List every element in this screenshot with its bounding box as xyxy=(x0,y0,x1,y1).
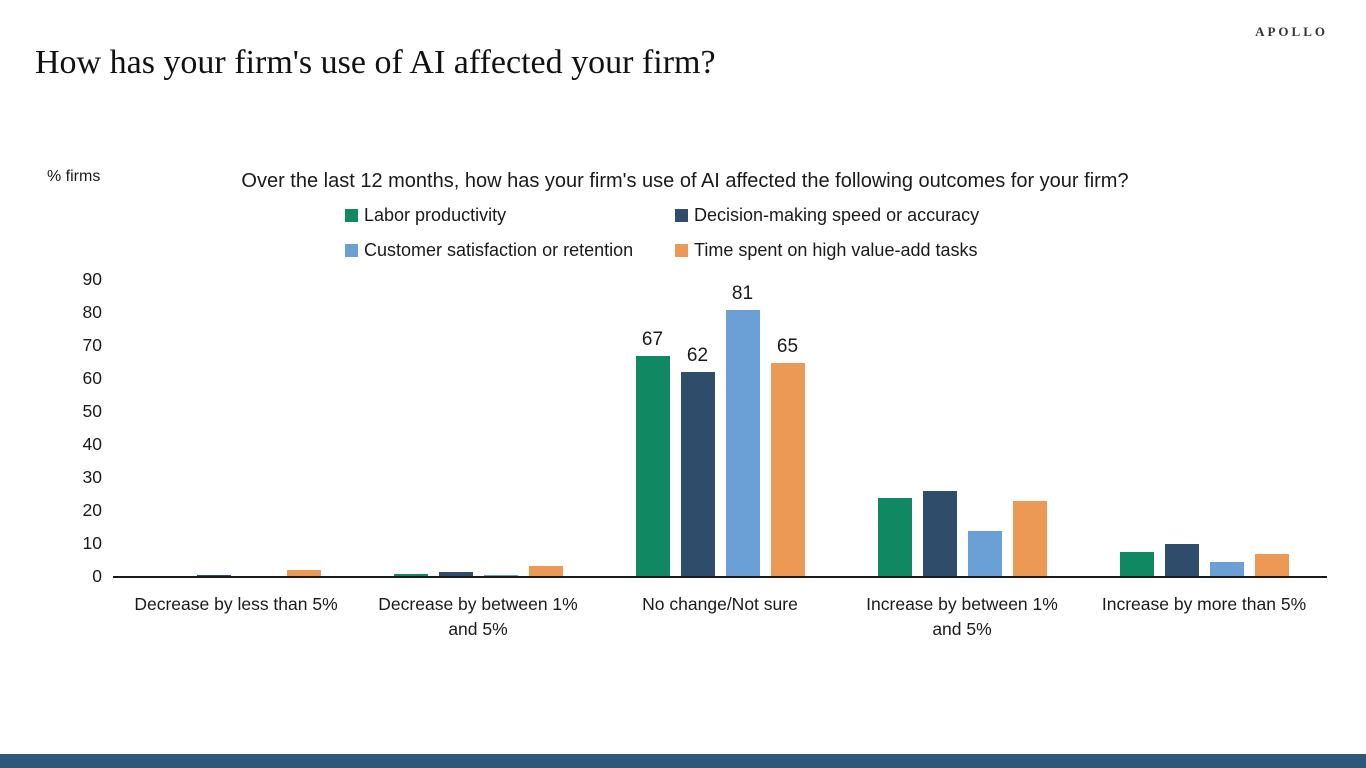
legend-item: Decision-making speed or accuracy xyxy=(675,205,979,226)
y-axis-tick-label: 50 xyxy=(82,401,102,421)
bar xyxy=(196,574,231,577)
x-axis-category-label: Decrease by between 1% and 5% xyxy=(378,594,578,639)
chart-legend: Labor productivity Decision-making speed … xyxy=(345,205,979,261)
y-axis-tick-label: 60 xyxy=(82,368,102,388)
legend-item: Time spent on high value-add tasks xyxy=(675,240,979,261)
page-title: How has your firm's use of AI affected y… xyxy=(35,44,716,81)
legend-item: Customer satisfaction or retention xyxy=(345,240,675,261)
legend-label: Labor productivity xyxy=(364,205,507,225)
legend-swatch-icon xyxy=(675,209,688,222)
x-axis-category-label: Increase by more than 5% xyxy=(1101,594,1307,614)
bar-value-label: 65 xyxy=(776,335,799,357)
bar xyxy=(1254,553,1289,577)
bar: 81 xyxy=(725,283,760,577)
bar xyxy=(483,574,518,577)
legend-swatch-icon xyxy=(345,244,358,257)
bar xyxy=(438,572,473,577)
bar xyxy=(967,530,1002,577)
legend-item: Labor productivity xyxy=(345,205,675,226)
legend-swatch-icon xyxy=(345,209,358,222)
bar: 67 xyxy=(635,329,670,577)
bar xyxy=(1209,562,1244,577)
legend-swatch-icon xyxy=(675,244,688,257)
bar xyxy=(528,566,563,577)
bar xyxy=(1012,501,1047,577)
bar-value-label: 62 xyxy=(686,345,709,367)
bar xyxy=(393,574,428,577)
bar xyxy=(877,497,912,577)
x-axis-line xyxy=(113,576,1327,578)
y-axis-tick-label: 40 xyxy=(82,434,102,454)
legend-label: Decision-making speed or accuracy xyxy=(694,205,980,225)
apollo-logo: APOLLO xyxy=(1255,24,1328,39)
y-axis-tick-label: 80 xyxy=(82,302,102,322)
bar xyxy=(286,570,321,577)
y-axis-tick-label: 90 xyxy=(82,269,102,289)
legend-label: Customer satisfaction or retention xyxy=(364,240,634,260)
bar-group xyxy=(357,263,599,577)
bar: 62 xyxy=(680,345,715,577)
y-axis-tick-label: 30 xyxy=(82,467,102,487)
footer-accent-bar xyxy=(0,754,1366,768)
y-axis-unit-label: % firms xyxy=(47,168,101,185)
y-axis-tick-labels: 0 10 20 30 40 50 60 70 80 90 xyxy=(40,0,102,768)
bar-value-label: 81 xyxy=(731,282,754,304)
bar xyxy=(1119,552,1154,577)
y-axis-tick-label: 70 xyxy=(82,335,102,355)
y-axis-tick-label: 0 xyxy=(92,566,102,586)
x-axis-category-label: Decrease by less than 5% xyxy=(134,594,338,614)
chart-subtitle: Over the last 12 months, how has your fi… xyxy=(241,170,1129,192)
bar xyxy=(922,491,957,577)
x-axis-category-label: No change/Not sure xyxy=(642,594,798,614)
bar-group xyxy=(841,263,1083,577)
bar-value-label: 67 xyxy=(641,328,664,350)
bar-group: 67 62 81 65 xyxy=(599,263,841,577)
x-axis-category-labels: Decrease by less than 5% Decrease by betw… xyxy=(115,592,1325,641)
bar-group xyxy=(115,263,357,577)
bar-group xyxy=(1083,263,1325,577)
bar: 65 xyxy=(770,336,805,577)
y-axis-tick-label: 10 xyxy=(82,533,102,553)
legend-label: Time spent on high value-add tasks xyxy=(694,240,978,260)
x-axis-category-label: Increase by between 1% and 5% xyxy=(866,594,1058,639)
y-axis-tick-label: 20 xyxy=(82,500,102,520)
bar xyxy=(1164,544,1199,577)
plot-area: 67 62 81 65 xyxy=(115,263,1325,577)
